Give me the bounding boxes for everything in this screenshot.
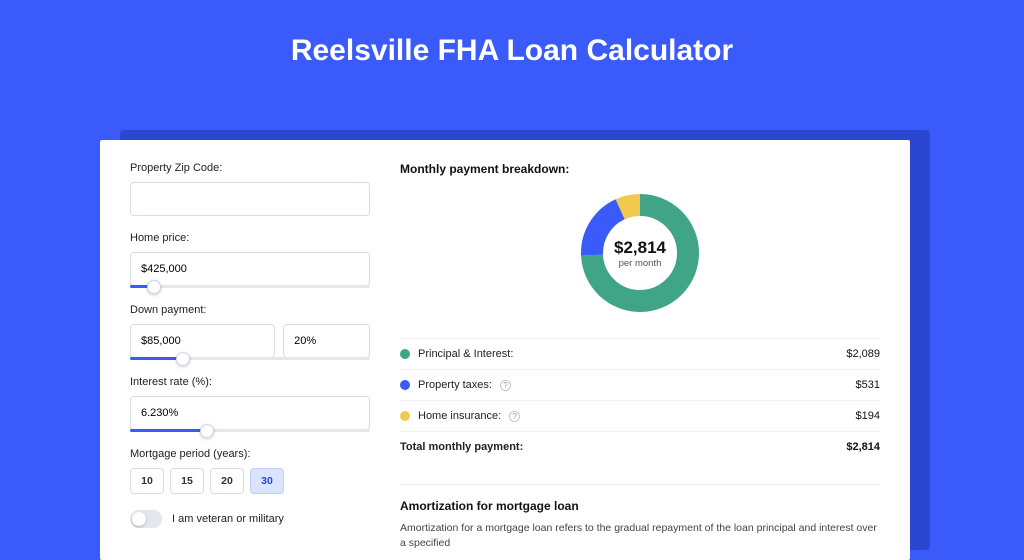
zip-label: Property Zip Code: — [130, 162, 370, 174]
home-price-slider-thumb[interactable] — [147, 280, 161, 294]
dot-principal — [400, 349, 410, 359]
donut-sub: per month — [619, 258, 662, 269]
breakdown-column: Monthly payment breakdown: $2,814 per mo… — [400, 162, 880, 538]
calculator-card: Property Zip Code: Home price: Down paym… — [100, 140, 910, 560]
home-price-label: Home price: — [130, 232, 370, 244]
veteran-label: I am veteran or military — [172, 513, 284, 525]
down-payment-label: Down payment: — [130, 304, 370, 316]
period-field: Mortgage period (years): 10 15 20 30 — [130, 448, 370, 494]
line-insurance-value: $194 — [856, 410, 880, 422]
veteran-row: I am veteran or military — [130, 510, 370, 528]
home-price-input[interactable] — [130, 252, 370, 286]
interest-rate-slider-thumb[interactable] — [200, 424, 214, 438]
breakdown-title: Monthly payment breakdown: — [400, 162, 880, 176]
donut-amount: $2,814 — [614, 238, 666, 258]
down-payment-pct-input[interactable] — [283, 324, 370, 358]
payment-donut-chart: $2,814 per month — [575, 188, 705, 318]
line-total-label: Total monthly payment: — [400, 441, 523, 453]
interest-rate-field: Interest rate (%): — [130, 376, 370, 432]
line-insurance: Home insurance: ? $194 — [400, 400, 880, 431]
period-btn-10[interactable]: 10 — [130, 468, 164, 494]
line-total-value: $2,814 — [846, 441, 880, 453]
veteran-toggle[interactable] — [130, 510, 162, 528]
amortization-text: Amortization for a mortgage loan refers … — [400, 521, 880, 550]
line-taxes: Property taxes: ? $531 — [400, 369, 880, 400]
interest-rate-input[interactable] — [130, 396, 370, 430]
dot-taxes — [400, 380, 410, 390]
form-column: Property Zip Code: Home price: Down paym… — [130, 162, 370, 538]
down-payment-input[interactable] — [130, 324, 275, 358]
zip-field: Property Zip Code: — [130, 162, 370, 216]
period-label: Mortgage period (years): — [130, 448, 370, 460]
line-taxes-label: Property taxes: — [418, 379, 492, 391]
zip-input[interactable] — [130, 182, 370, 216]
info-icon[interactable]: ? — [500, 380, 511, 391]
period-btn-30[interactable]: 30 — [250, 468, 284, 494]
line-principal: Principal & Interest: $2,089 — [400, 338, 880, 369]
veteran-toggle-knob — [132, 512, 146, 526]
dot-insurance — [400, 411, 410, 421]
period-btn-20[interactable]: 20 — [210, 468, 244, 494]
home-price-slider[interactable] — [130, 285, 370, 288]
amortization-title: Amortization for mortgage loan — [400, 499, 880, 513]
amortization-section: Amortization for mortgage loan Amortizat… — [400, 484, 880, 550]
interest-rate-label: Interest rate (%): — [130, 376, 370, 388]
line-taxes-value: $531 — [856, 379, 880, 391]
line-principal-value: $2,089 — [846, 348, 880, 360]
line-principal-label: Principal & Interest: — [418, 348, 513, 360]
page-title: Reelsville FHA Loan Calculator — [0, 0, 1024, 88]
period-options: 10 15 20 30 — [130, 468, 370, 494]
donut-wrap: $2,814 per month — [400, 188, 880, 318]
line-total: Total monthly payment: $2,814 — [400, 431, 880, 462]
home-price-field: Home price: — [130, 232, 370, 288]
interest-rate-slider[interactable] — [130, 429, 370, 432]
interest-rate-slider-fill — [130, 429, 207, 432]
line-insurance-label: Home insurance: — [418, 410, 501, 422]
period-btn-15[interactable]: 15 — [170, 468, 204, 494]
info-icon[interactable]: ? — [509, 411, 520, 422]
donut-center: $2,814 per month — [575, 188, 705, 318]
down-payment-field: Down payment: — [130, 304, 370, 360]
down-payment-slider[interactable] — [130, 357, 370, 360]
down-payment-slider-thumb[interactable] — [176, 352, 190, 366]
